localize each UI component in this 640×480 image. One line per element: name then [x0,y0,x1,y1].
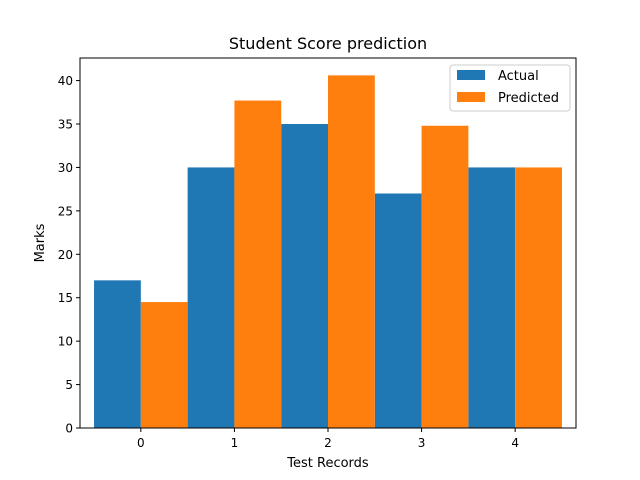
plot-frame [79,57,577,429]
y-tick-label: 0 [65,422,73,436]
x-tick-label: 3 [418,436,426,450]
bar-predicted-0 [140,302,188,428]
bar-predicted-4 [515,167,562,428]
x-axis-label: Test Records [286,456,369,471]
bar-predicted-2 [328,75,375,428]
y-tick-label: 25 [58,204,73,218]
x-tick-label: 2 [324,436,332,450]
bar-actual-1 [187,167,235,428]
x-axis: 0 1 2 3 4 [137,428,519,450]
legend-swatch-predicted [457,92,485,102]
chart-title: Student Score prediction [229,34,427,53]
y-tick-label: 10 [58,335,73,349]
bar-predicted-1 [234,100,282,428]
y-tick-label: 20 [58,248,73,262]
y-tick-label: 15 [58,291,73,305]
legend: Actual Predicted [449,64,571,112]
legend-label-predicted: Predicted [498,91,559,106]
bars-layer [94,75,562,429]
y-tick-label: 35 [58,118,73,132]
x-tick-label: 0 [137,436,145,450]
y-tick-label: 30 [58,161,73,175]
y-axis: 0 5 10 15 20 25 30 35 40 [58,74,80,436]
bar-predicted-3 [421,125,469,429]
legend-swatch-actual [457,70,485,80]
x-tick-label: 4 [511,436,519,450]
legend-label-actual: Actual [498,69,539,84]
y-tick-label: 40 [58,74,73,88]
bar-actual-0 [94,280,141,428]
bar-actual-4 [468,167,516,428]
y-tick-label: 5 [65,378,73,392]
y-axis-label: Marks [33,223,48,262]
bar-actual-2 [281,124,328,428]
bar-actual-3 [374,193,422,428]
x-tick-label: 1 [231,436,239,450]
